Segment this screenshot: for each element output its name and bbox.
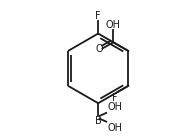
Text: OH: OH bbox=[108, 102, 123, 112]
Text: O: O bbox=[96, 44, 103, 54]
Text: OH: OH bbox=[106, 20, 121, 30]
Text: F: F bbox=[112, 93, 117, 103]
Text: F: F bbox=[95, 11, 101, 21]
Text: OH: OH bbox=[108, 123, 123, 133]
Text: B: B bbox=[95, 116, 102, 126]
